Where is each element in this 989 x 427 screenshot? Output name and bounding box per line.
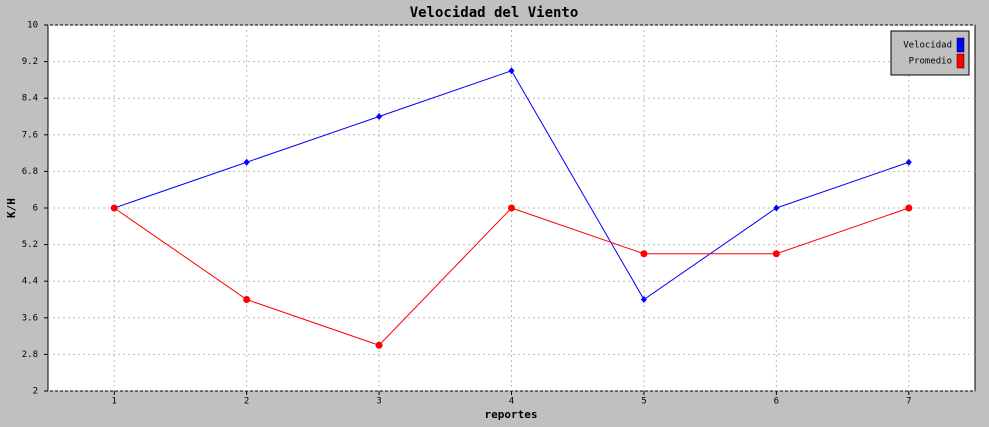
- x-tick-label: 1: [112, 397, 117, 407]
- point: [773, 204, 780, 212]
- point: [243, 158, 250, 166]
- y-tick-label: 6.8: [22, 167, 38, 177]
- y-axis-title: K/H: [5, 198, 18, 218]
- point: [905, 158, 912, 166]
- chart-title: Velocidad del Viento: [410, 5, 579, 21]
- y-tick-label: 2: [33, 387, 38, 397]
- x-tick-label: 2: [244, 397, 249, 407]
- point: [772, 250, 780, 258]
- y-tick-label: 6: [33, 204, 38, 214]
- x-tick-label: 6: [774, 397, 779, 407]
- point: [508, 67, 515, 75]
- x-tick-label: 5: [641, 397, 646, 407]
- x-axis-title: reportes: [485, 408, 538, 421]
- y-tick-label: 8.4: [22, 94, 38, 104]
- y-tick-label: 9.2: [22, 57, 38, 67]
- point: [640, 250, 648, 258]
- x-tick-label: 3: [376, 397, 381, 407]
- point: [508, 204, 515, 212]
- point: [376, 113, 383, 120]
- x-tick-label: 4: [509, 397, 514, 407]
- point: [243, 296, 251, 303]
- point: [905, 204, 913, 212]
- legend-swatch: [956, 53, 965, 69]
- legend: Velocidad Promedio: [890, 30, 970, 76]
- point: [640, 296, 647, 303]
- x-tick-label: 7: [906, 397, 911, 407]
- legend-swatch: [956, 37, 965, 53]
- y-tick-label: 5.2: [22, 240, 38, 250]
- point: [375, 341, 383, 349]
- legend-box: [890, 30, 970, 76]
- legend-label: Velocidad: [903, 41, 952, 51]
- y-tick-label: 7.6: [22, 130, 38, 140]
- y-tick-label: 10: [27, 21, 38, 31]
- legend-label: Promedio: [909, 57, 952, 67]
- point: [110, 204, 118, 212]
- y-tick-label: 3.6: [22, 313, 38, 323]
- y-tick-label: 4.4: [22, 277, 38, 287]
- y-tick-label: 2.8: [22, 350, 38, 360]
